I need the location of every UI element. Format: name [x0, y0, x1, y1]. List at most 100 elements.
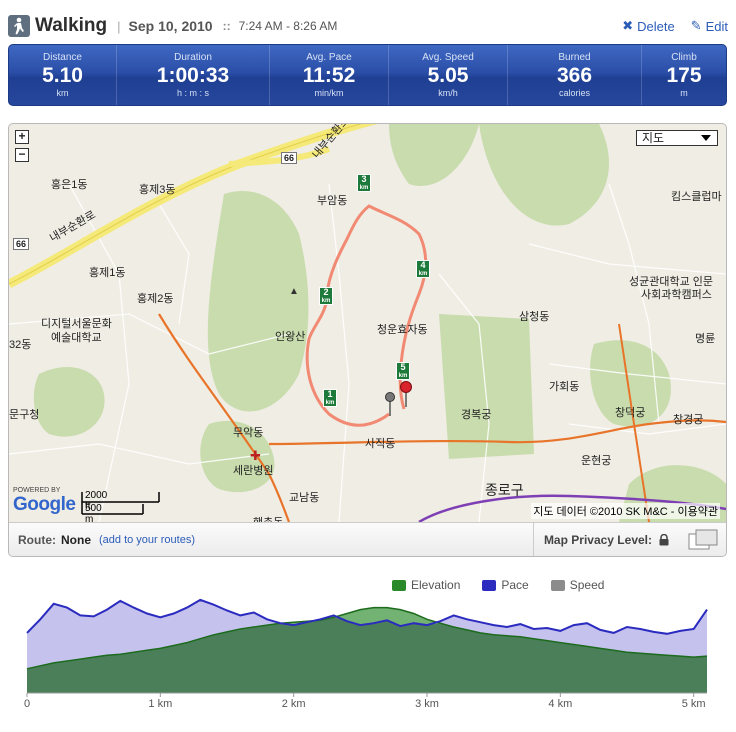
map-label: 청운효자동 — [377, 324, 428, 336]
x-tick-label: 5 km — [682, 698, 706, 710]
stat-value: 5.10 — [42, 64, 83, 87]
legend-label: Elevation — [411, 578, 461, 592]
map-label: 홍제2동 — [137, 293, 174, 305]
add-to-routes-link[interactable]: (add to your routes) — [99, 533, 195, 546]
stat-value: 366 — [556, 64, 593, 87]
pencil-icon: ✎ — [690, 18, 702, 33]
map-label: 교남동 — [289, 492, 320, 504]
edit-label: Edit — [705, 18, 728, 34]
x-tick-label: 2 km — [282, 698, 306, 710]
scale-m: 500 m — [85, 503, 102, 522]
map-copyright[interactable]: 지도 데이터 ©2010 SK M&C - 이용약관 — [531, 503, 720, 519]
stat-unit: min/km — [314, 88, 344, 98]
activity-time-range: 7:24 AM - 8:26 AM — [238, 19, 338, 33]
elevation-line — [26, 606, 708, 670]
fullscreen-map-icon[interactable] — [688, 529, 718, 551]
km-marker: 3 km — [357, 174, 371, 192]
legend-speed[interactable]: Speed — [550, 578, 604, 592]
map-label: 행촌동 — [253, 514, 283, 522]
park-area — [33, 366, 105, 437]
legend-swatch — [392, 579, 406, 591]
legend-swatch — [482, 579, 497, 591]
x-tick-label: 1 km — [148, 698, 172, 710]
stat-unit: m — [680, 88, 688, 98]
route-label: Route: — [18, 532, 56, 547]
legend-label: Pace — [501, 578, 529, 592]
stat-burned: Burned 366 calories — [508, 45, 642, 105]
route-path — [305, 204, 428, 427]
stat-distance: Distance 5.10 km — [9, 45, 117, 105]
map-type-select[interactable]: 지도 — [636, 130, 718, 146]
map-label: 삼청동 — [519, 311, 550, 323]
arterial-road — [158, 313, 291, 522]
stat-unit: km — [56, 88, 69, 98]
start-pin — [385, 392, 395, 416]
map-type-value: 지도 — [642, 131, 665, 145]
stat-avg-speed: Avg. Speed 5.05 km/h — [389, 45, 508, 105]
map-label: 홍은1동 — [51, 179, 88, 191]
x-tick-label: 0 — [24, 698, 30, 710]
zoom-in-button[interactable]: + — [15, 130, 29, 144]
activity-date: Sep 10, 2010 — [128, 18, 213, 34]
zoom-out-button[interactable]: − — [15, 148, 29, 162]
delete-button[interactable]: ✖ Delete — [622, 18, 674, 34]
map-label: 디지털서울문화 — [41, 318, 112, 330]
google-wordmark: Google — [13, 494, 76, 515]
pace-line — [26, 598, 708, 635]
time-separator: :: — [222, 19, 231, 33]
map-label: 부암동 — [317, 195, 348, 207]
powered-by-label: POWERED BY — [13, 487, 61, 494]
mountain-icon: ▲ — [289, 286, 299, 297]
km-marker: 1 km — [323, 389, 337, 407]
stat-label: Distance — [43, 52, 82, 63]
park-area — [590, 340, 671, 427]
stat-unit: h : m : s — [176, 88, 209, 98]
delete-label: Delete — [637, 18, 675, 34]
stat-value: 1:00:33 — [156, 64, 230, 87]
map-canvas: ▲ ✚ — [9, 124, 726, 522]
chart-legend: Elevation Pace Speed — [392, 578, 626, 592]
map-privacy[interactable]: Map Privacy Level: — [532, 523, 682, 556]
map-label: 홍제1동 — [89, 267, 126, 279]
dropdown-arrow-icon — [701, 135, 711, 141]
map-label: 예술대학교 — [51, 332, 102, 344]
activity-title: Walking — [35, 15, 108, 36]
stat-duration: Duration 1:00:33 h : m : s — [117, 45, 270, 105]
map-label: 세란병원 — [233, 465, 274, 477]
legend-elevation[interactable]: Elevation — [392, 578, 460, 592]
map-label: 인왕산 — [275, 331, 306, 343]
map-label: 킴스클럽마 — [671, 191, 722, 203]
map-label: 창덕궁 — [615, 407, 646, 419]
arterial-road — [618, 323, 650, 522]
map-label: 32동 — [9, 339, 32, 351]
map-label: 명륜 — [695, 333, 716, 345]
route-66-shield: 66 — [13, 238, 30, 250]
stat-label: Climb — [671, 52, 697, 63]
map-label: 성균관대학교 인문 — [629, 276, 714, 288]
minor-streets — [9, 183, 726, 522]
google-logo[interactable]: POWERED BY Google — [13, 487, 76, 516]
map-label: 경복궁 — [461, 409, 492, 421]
x-tick-label: 3 km — [415, 698, 439, 710]
stats-bar: Distance 5.10 km Duration 1:00:33 h : m … — [8, 44, 727, 106]
elevation-pace-chart[interactable]: 0 1 km 2 km 3 km 4 km 5 km — [0, 596, 736, 732]
stat-unit: calories — [558, 88, 590, 98]
park-area — [389, 124, 479, 186]
header-divider: | — [117, 18, 121, 34]
park-area — [439, 314, 534, 459]
route-bar: Route: None (add to your routes) Map Pri… — [9, 522, 726, 556]
map-label: 사직동 — [365, 438, 396, 450]
park-area — [200, 420, 275, 493]
end-pin — [400, 381, 412, 407]
legend-pace[interactable]: Pace — [482, 578, 529, 592]
park-area — [479, 124, 609, 226]
stat-value: 5.05 — [427, 64, 469, 87]
map-label: 무악동 — [233, 427, 264, 439]
header-actions: ✖ Delete ✎ Edit — [606, 18, 728, 34]
stat-avg-pace: Avg. Pace 11:52 min/km — [270, 45, 389, 105]
highway-edge — [9, 124, 363, 285]
header: Walking | Sep 10, 2010 :: 7:24 AM - 8:26… — [8, 12, 728, 40]
route-map[interactable]: ▲ ✚ 홍은1동 홍제3동 내부순환로 내부순환로 홍제1동 홍제2동 32동 … — [9, 124, 726, 522]
edit-button[interactable]: ✎ Edit — [691, 18, 728, 34]
